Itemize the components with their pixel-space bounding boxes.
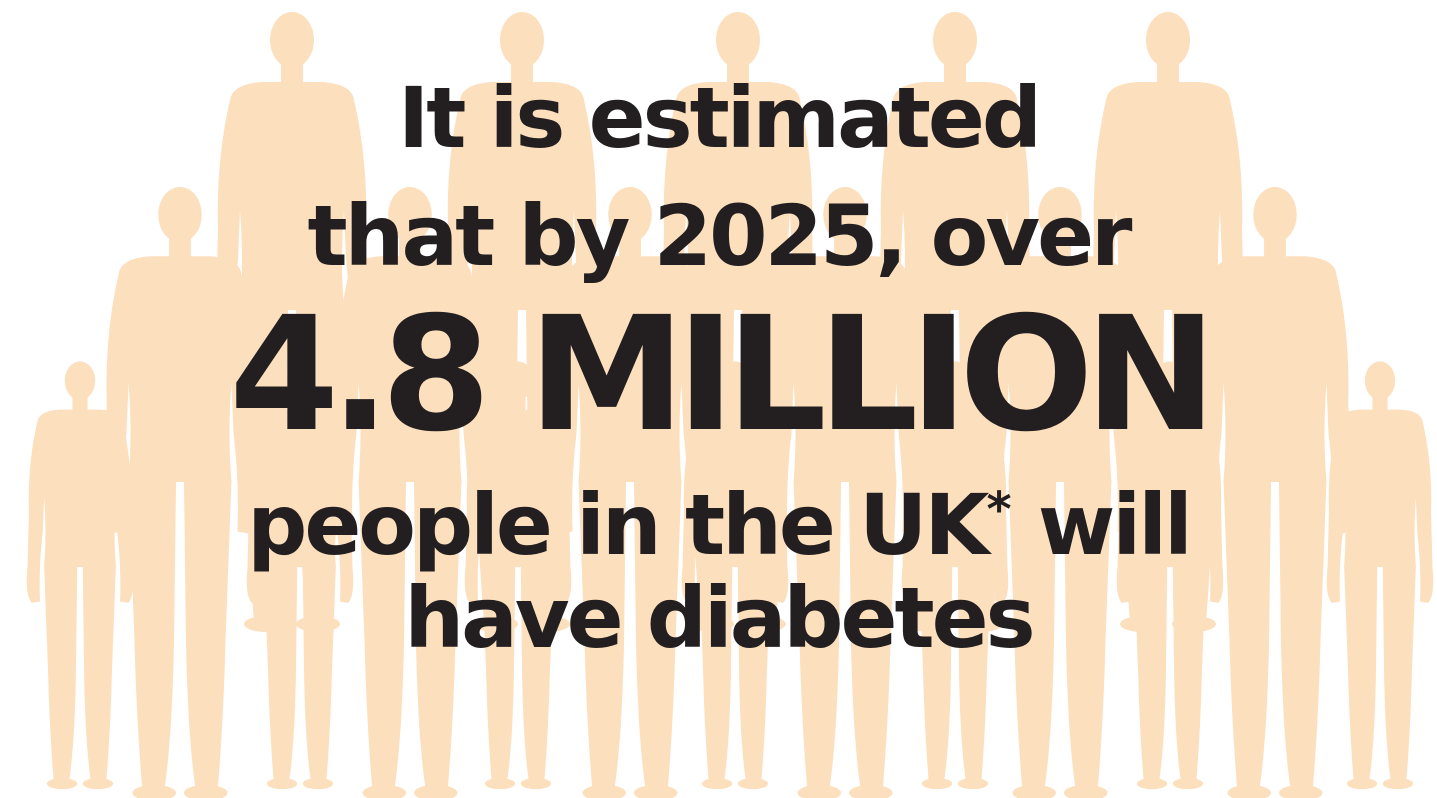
headline-line-5: have diabetes	[404, 569, 1035, 667]
headline-line-2: that by 2025, over	[307, 187, 1133, 285]
footnote-asterisk: *	[986, 482, 1012, 538]
headline-line-4: people in the UK* will	[0, 460, 1437, 575]
headline-line-4-text: people in the UK	[247, 476, 989, 574]
headline-line-1: It is estimated	[397, 69, 1042, 167]
headline-line-4-end: will	[1011, 476, 1193, 574]
headline-figure: 4.8 MILLION	[229, 283, 1217, 467]
